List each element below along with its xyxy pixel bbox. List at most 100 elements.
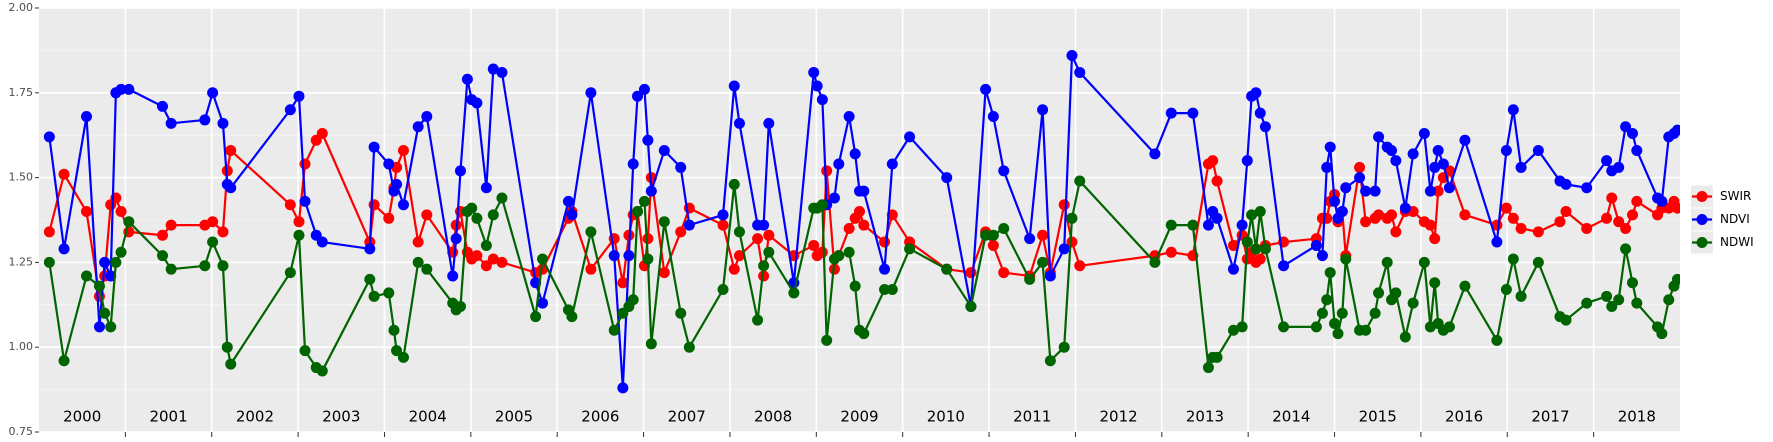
point xyxy=(1074,66,1086,78)
point xyxy=(217,260,229,272)
point xyxy=(849,148,861,160)
point xyxy=(1626,277,1638,289)
point xyxy=(447,270,459,282)
point xyxy=(608,250,620,262)
point xyxy=(284,267,296,279)
point xyxy=(1236,219,1248,231)
point xyxy=(858,219,870,231)
point xyxy=(733,250,745,262)
point xyxy=(1254,253,1266,265)
point xyxy=(1369,185,1381,197)
point xyxy=(454,165,466,177)
point xyxy=(1560,178,1572,190)
point xyxy=(1613,161,1625,173)
year-label: 2013 xyxy=(1186,408,1224,426)
point xyxy=(632,206,644,218)
legend-point xyxy=(1696,191,1708,202)
point xyxy=(364,243,376,255)
point xyxy=(1360,185,1372,197)
point xyxy=(1432,144,1444,156)
point xyxy=(421,209,433,221)
point xyxy=(1631,297,1643,309)
point xyxy=(284,199,296,211)
point xyxy=(1259,121,1271,133)
point xyxy=(1620,222,1632,234)
point xyxy=(1620,121,1632,133)
point xyxy=(1515,161,1527,173)
point xyxy=(293,216,305,228)
point xyxy=(941,172,953,184)
point xyxy=(421,111,433,123)
year-label: 2014 xyxy=(1272,408,1310,426)
point xyxy=(43,256,55,268)
point xyxy=(1429,161,1441,173)
point xyxy=(808,66,820,78)
point xyxy=(1626,128,1638,140)
point xyxy=(562,195,574,207)
point xyxy=(496,66,508,78)
point xyxy=(217,226,229,238)
point xyxy=(368,141,380,153)
point xyxy=(566,311,578,323)
point xyxy=(1066,236,1078,248)
point xyxy=(717,219,729,231)
point xyxy=(1236,321,1248,333)
point xyxy=(450,233,462,245)
point xyxy=(364,273,376,285)
point xyxy=(1626,209,1638,221)
point xyxy=(833,250,845,262)
point xyxy=(886,158,898,170)
point xyxy=(1390,226,1402,238)
point xyxy=(1340,182,1352,194)
point xyxy=(980,83,992,95)
point xyxy=(487,63,499,75)
point xyxy=(383,287,395,299)
point xyxy=(658,267,670,279)
point xyxy=(316,365,328,377)
point xyxy=(299,195,311,207)
point xyxy=(858,185,870,197)
y-tick-label: 1.50 xyxy=(9,171,34,184)
point xyxy=(81,270,93,282)
point xyxy=(808,239,820,251)
point xyxy=(480,239,492,251)
point xyxy=(225,144,237,156)
point xyxy=(1227,324,1239,336)
point xyxy=(383,158,395,170)
point xyxy=(1418,256,1430,268)
year-label: 2015 xyxy=(1359,408,1397,426)
point xyxy=(811,80,823,92)
point xyxy=(1187,219,1199,231)
point xyxy=(293,90,305,102)
year-label: 2007 xyxy=(668,408,706,426)
point xyxy=(105,321,117,333)
year-label: 2017 xyxy=(1531,408,1569,426)
point xyxy=(1500,202,1512,214)
point xyxy=(617,277,629,289)
point xyxy=(1044,270,1056,282)
point xyxy=(1332,328,1344,340)
point xyxy=(1491,236,1503,248)
point xyxy=(454,300,466,312)
point xyxy=(93,280,105,292)
point xyxy=(1254,107,1266,119)
point xyxy=(1601,212,1613,224)
point xyxy=(987,111,999,123)
point xyxy=(1165,219,1177,231)
year-label: 2002 xyxy=(236,408,274,426)
point xyxy=(1515,222,1527,234)
point xyxy=(1631,144,1643,156)
point xyxy=(115,83,127,95)
point xyxy=(1581,182,1593,194)
point xyxy=(397,351,409,363)
point xyxy=(1671,202,1680,214)
point xyxy=(733,226,745,238)
point xyxy=(1360,324,1372,336)
point xyxy=(1500,144,1512,156)
point xyxy=(165,117,177,129)
point xyxy=(1399,202,1411,214)
point xyxy=(843,222,855,234)
point xyxy=(1250,243,1262,255)
point xyxy=(105,270,117,282)
